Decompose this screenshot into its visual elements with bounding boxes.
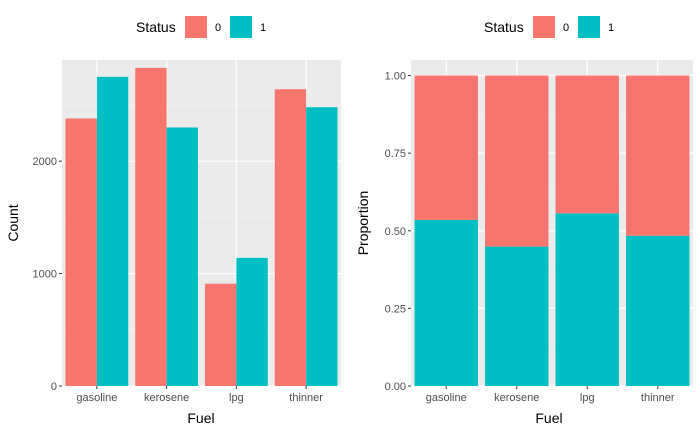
y-tick-label: 0.50 [385,226,406,238]
bar-gasoline-status-1 [96,76,129,387]
bar-gasoline-status-0 [414,75,478,220]
bar-lpg-status-0 [204,283,237,386]
x-tick-label-thinner: thinner [641,392,675,404]
bar-thinner-status-0 [274,89,307,386]
bar-kerosene-status-1 [485,246,549,386]
left-legend-swatch-1 [230,16,252,38]
left-legend-label-0: 0 [215,22,221,34]
left-legend: Status 0 1 [136,16,266,38]
y-tick-label: 0.75 [385,148,406,160]
right-legend-title: Status [484,19,524,35]
left-x-axis-title: Fuel [187,410,214,426]
right-legend: Status 0 1 [484,16,614,38]
x-tick-label-kerosene: kerosene [494,392,539,404]
right-legend-label-1: 1 [608,22,614,34]
right-legend-swatch-0 [533,16,555,38]
y-tick-label: 1.00 [385,71,406,83]
bar-kerosene-status-0 [485,75,549,247]
right-legend-swatch-1 [578,16,600,38]
y-tick-label: 1000 [33,269,57,281]
left-y-axis-title: Count [5,204,21,241]
left-chart-panel: 0 1000 2000 gasoline kerosene lpg thinner [33,60,341,404]
left-legend-swatch-0 [185,16,207,38]
y-tick-label: 2000 [33,156,57,168]
right-chart-panel: 0.00 0.25 0.50 0.75 1.00 gasoline kerosene lpg t… [385,60,693,404]
y-tick-label: 0.00 [385,381,406,393]
x-tick-label-gasoline: gasoline [76,392,117,404]
bar-thinner-status-1 [306,107,338,386]
left-legend-title: Status [136,19,176,35]
bar-lpg-status-1 [236,257,268,386]
bar-lpg-status-1 [555,213,619,386]
x-tick-label-kerosene: kerosene [144,392,189,404]
right-x-axis-title: Fuel [535,410,562,426]
bar-thinner-status-1 [626,235,690,386]
right-y-axis-title: Proportion [355,191,371,256]
bar-lpg-status-0 [555,75,619,214]
bar-gasoline-status-0 [65,118,97,386]
x-tick-label-lpg: lpg [580,392,595,404]
bar-thinner-status-0 [626,75,690,236]
bar-kerosene-status-0 [135,67,167,387]
y-tick-label: 0.25 [385,303,406,315]
x-tick-label-thinner: thinner [289,392,323,404]
bar-gasoline-status-1 [414,219,478,386]
x-tick-label-gasoline: gasoline [426,392,467,404]
x-tick-label-lpg: lpg [229,392,244,404]
left-legend-label-1: 1 [260,22,266,34]
right-legend-label-0: 0 [563,22,569,34]
bar-kerosene-status-1 [166,127,199,386]
y-tick-label: 0 [51,381,57,393]
